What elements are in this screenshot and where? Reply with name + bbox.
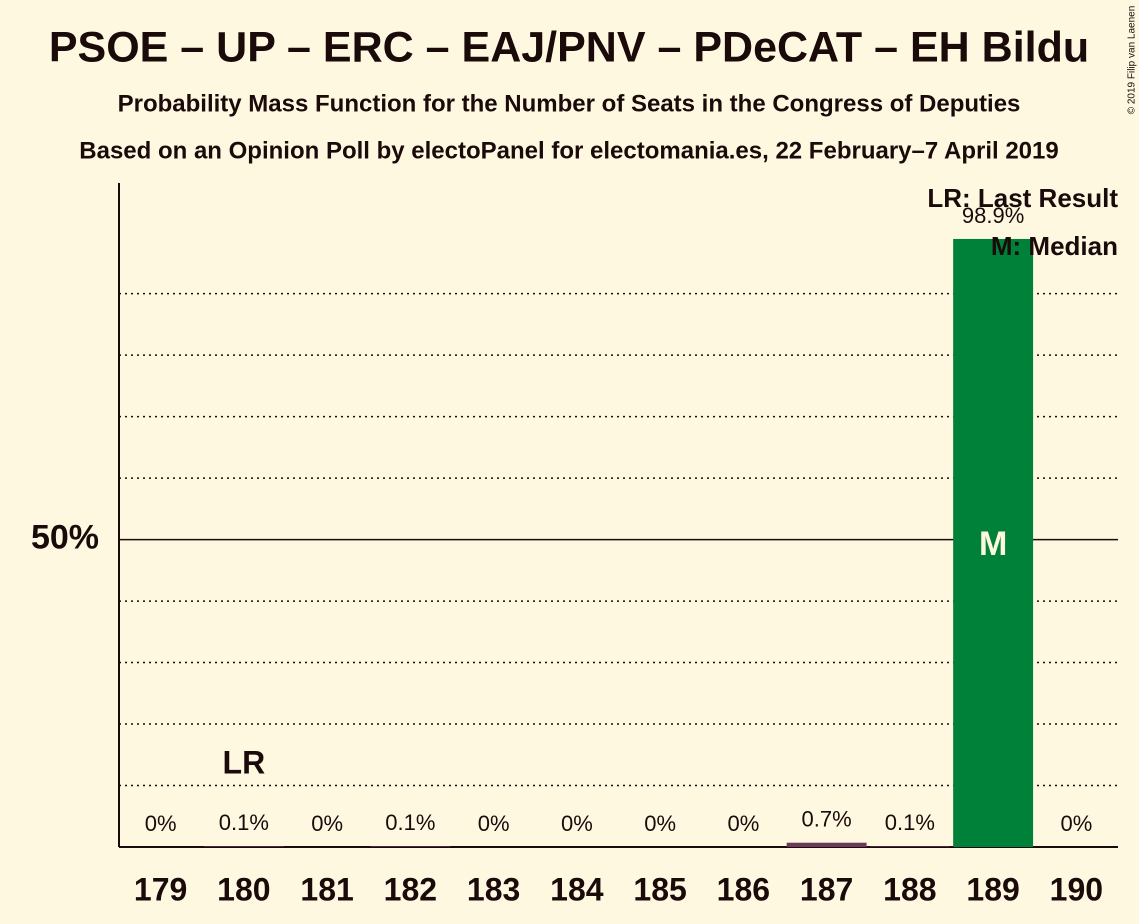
y-tick-label: 50% xyxy=(31,519,99,557)
x-tick-label: 185 xyxy=(633,871,686,907)
bar xyxy=(370,846,451,847)
bar xyxy=(869,846,950,847)
value-label: 0% xyxy=(561,811,593,836)
last-result-marker: LR xyxy=(223,744,266,780)
bar xyxy=(203,846,284,847)
value-label: 0% xyxy=(478,811,510,836)
value-label: 0% xyxy=(727,811,759,836)
x-tick-label: 180 xyxy=(217,871,270,907)
x-tick-label: 181 xyxy=(300,871,353,907)
credit: © 2019 Filip van Laenen xyxy=(1127,6,1138,115)
x-tick-label: 184 xyxy=(550,871,604,907)
bar xyxy=(953,238,1034,848)
median-marker: M xyxy=(979,525,1007,563)
x-tick-label: 188 xyxy=(883,871,936,907)
x-tick-label: 179 xyxy=(134,871,187,907)
value-label: 0% xyxy=(1060,811,1092,836)
value-label: 0.7% xyxy=(802,807,852,832)
x-tick-label: 183 xyxy=(467,871,520,907)
chart-subtitle: Based on an Opinion Poll by electoPanel … xyxy=(79,137,1058,164)
value-label: 0.1% xyxy=(385,810,435,835)
bar xyxy=(786,842,867,847)
chart-subtitle: Probability Mass Function for the Number… xyxy=(118,90,1021,117)
x-tick-label: 190 xyxy=(1050,871,1103,907)
x-tick-label: 186 xyxy=(717,871,770,907)
value-label: 0% xyxy=(644,811,676,836)
value-label: 0% xyxy=(145,811,177,836)
chart-title: PSOE – UP – ERC – EAJ/PNV – PDeCAT – EH … xyxy=(49,23,1089,71)
value-label: 0.1% xyxy=(219,810,269,835)
value-label: 0% xyxy=(311,811,343,836)
x-tick-label: 189 xyxy=(966,871,1019,907)
x-tick-label: 187 xyxy=(800,871,853,907)
value-label: 0.1% xyxy=(885,810,935,835)
legend-entry: LR: Last Result xyxy=(927,183,1118,213)
x-tick-label: 182 xyxy=(384,871,437,907)
legend-entry: M: Median xyxy=(991,231,1118,261)
value-label: 98.9% xyxy=(962,203,1024,228)
